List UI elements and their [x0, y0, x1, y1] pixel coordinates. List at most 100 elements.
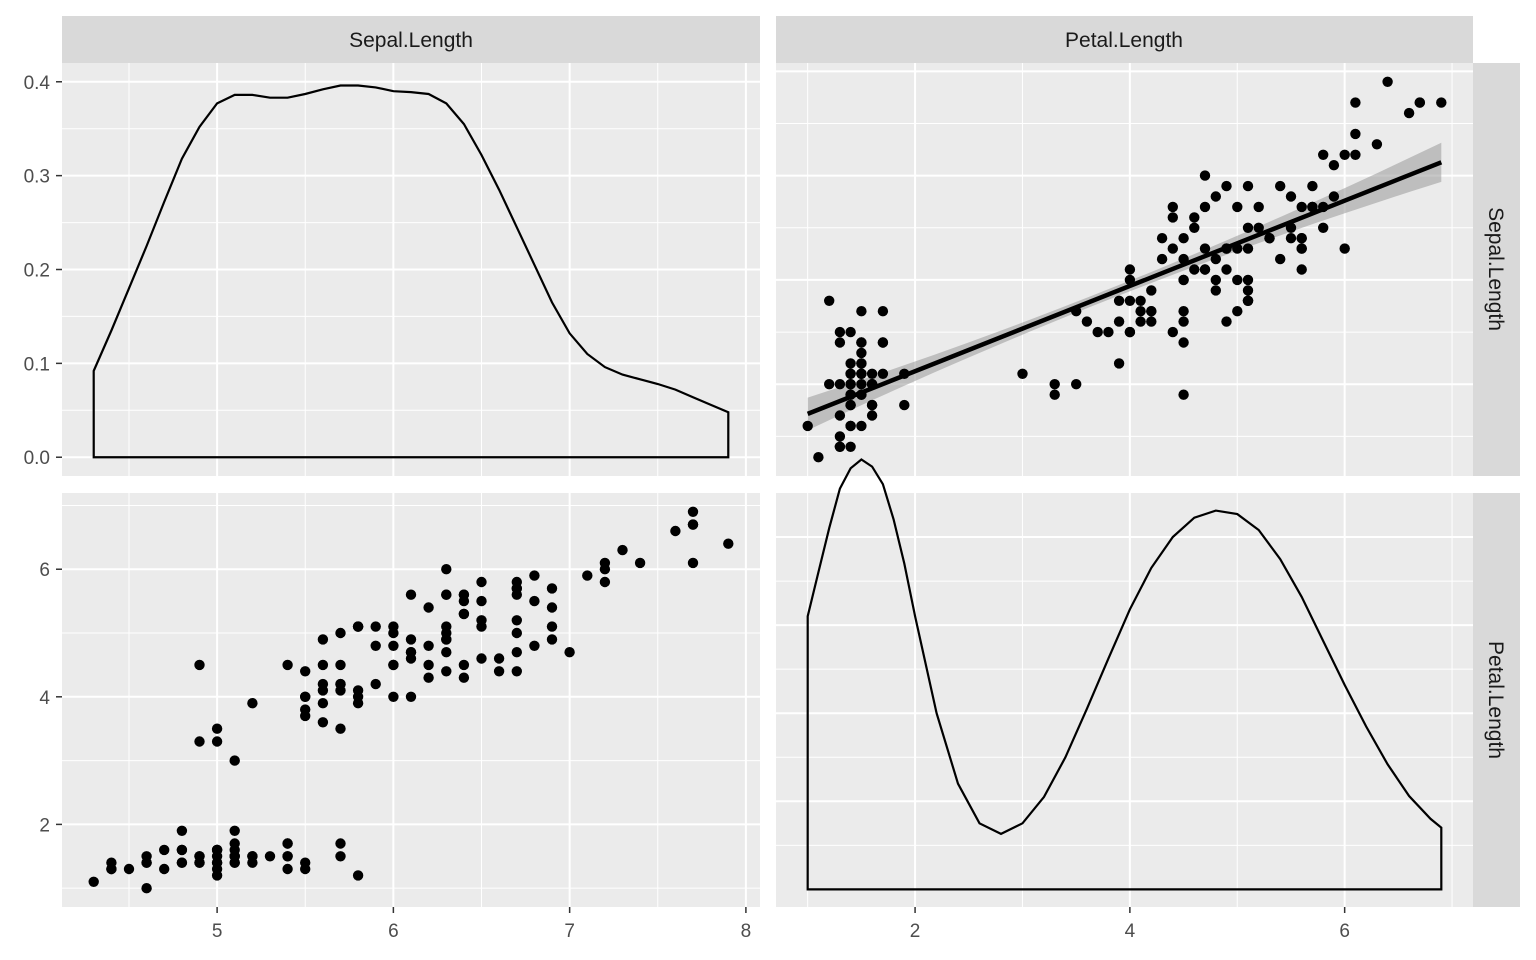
point-petal-vs-sepal	[834, 441, 846, 452]
point-petal-vs-sepal	[1242, 180, 1254, 192]
point-petal-vs-sepal	[845, 441, 856, 452]
strip-top-left	[62, 16, 760, 63]
point-petal-vs-sepal	[1178, 316, 1189, 327]
point-sepal-vs-petal	[617, 544, 628, 556]
point-sepal-vs-petal	[441, 564, 452, 575]
point-sepal-vs-petal	[194, 857, 205, 868]
x-tick-label: 5	[212, 921, 223, 942]
point-petal-vs-sepal	[1350, 149, 1361, 160]
point-petal-vs-sepal	[1081, 316, 1093, 327]
point-petal-vs-sepal	[1199, 243, 1211, 254]
point-sepal-vs-petal	[335, 627, 346, 639]
point-sepal-vs-petal	[335, 659, 346, 671]
point-sepal-vs-petal	[335, 685, 346, 696]
point-sepal-vs-petal	[529, 595, 540, 607]
lm-fit-line	[806, 160, 1443, 416]
point-petal-vs-sepal	[1275, 253, 1286, 265]
point-sepal-vs-petal	[441, 589, 452, 600]
point-sepal-vs-petal	[582, 570, 593, 581]
point-sepal-vs-petal	[211, 723, 223, 734]
point-sepal-vs-petal	[423, 672, 434, 683]
point-sepal-vs-petal	[194, 659, 205, 671]
point-petal-vs-sepal	[1328, 160, 1340, 171]
point-petal-vs-sepal	[1221, 264, 1232, 275]
chart-marks	[88, 76, 1447, 894]
point-petal-vs-sepal	[1242, 222, 1254, 233]
point-sepal-vs-petal	[511, 647, 522, 658]
point-sepal-vs-petal	[476, 615, 487, 626]
point-sepal-vs-petal	[88, 876, 99, 887]
panel-background-petal-petal	[776, 493, 1473, 907]
y-tick-label: 2	[39, 815, 50, 836]
point-sepal-vs-petal	[529, 570, 540, 581]
point-sepal-vs-petal	[229, 844, 240, 856]
grid-lines	[62, 63, 1473, 907]
point-petal-vs-sepal	[834, 410, 846, 421]
point-sepal-vs-petal	[441, 647, 452, 658]
point-sepal-vs-petal	[300, 863, 311, 875]
point-petal-vs-sepal	[1232, 274, 1243, 286]
point-sepal-vs-petal	[194, 736, 205, 747]
x-tick-label: 2	[910, 921, 921, 942]
point-petal-vs-sepal	[1221, 316, 1232, 327]
point-petal-vs-sepal	[1318, 149, 1329, 160]
point-petal-vs-sepal	[1221, 180, 1232, 192]
point-sepal-vs-petal	[423, 640, 434, 651]
point-petal-vs-sepal	[1189, 264, 1200, 275]
strip-label-right-bottom: Petal.Length	[1484, 641, 1507, 759]
point-petal-vs-sepal	[1371, 139, 1383, 150]
point-sepal-vs-petal	[599, 564, 611, 575]
point-sepal-vs-petal	[687, 506, 699, 517]
point-sepal-vs-petal	[388, 659, 399, 671]
point-petal-vs-sepal	[1167, 243, 1179, 254]
point-sepal-vs-petal	[405, 691, 417, 702]
point-sepal-vs-petal	[511, 666, 522, 677]
point-sepal-vs-petal	[388, 627, 399, 639]
point-petal-vs-sepal	[1275, 180, 1286, 192]
point-sepal-vs-petal	[317, 698, 329, 709]
point-petal-vs-sepal	[1156, 253, 1168, 265]
point-sepal-vs-petal	[335, 723, 346, 734]
point-petal-vs-sepal	[1253, 201, 1264, 213]
point-petal-vs-sepal	[834, 326, 846, 338]
point-petal-vs-sepal	[1210, 191, 1222, 202]
point-sepal-vs-petal	[352, 621, 364, 632]
point-petal-vs-sepal	[1189, 222, 1200, 233]
point-petal-vs-sepal	[1135, 295, 1146, 306]
panel-background-sepal-petal	[776, 63, 1473, 476]
point-sepal-vs-petal	[317, 659, 329, 671]
point-petal-vs-sepal	[856, 358, 867, 369]
point-petal-vs-sepal	[1146, 316, 1157, 327]
point-petal-vs-sepal	[1103, 326, 1114, 338]
point-petal-vs-sepal	[1296, 243, 1307, 254]
point-sepal-vs-petal	[264, 851, 276, 862]
point-petal-vs-sepal	[1146, 285, 1157, 296]
strip-label-right-top: Sepal.Length	[1484, 207, 1507, 331]
point-sepal-vs-petal	[388, 691, 399, 702]
point-petal-vs-sepal	[1146, 306, 1157, 317]
point-sepal-vs-petal	[123, 863, 135, 875]
point-petal-vs-sepal	[1167, 201, 1179, 213]
point-petal-vs-sepal	[1017, 368, 1028, 379]
point-sepal-vs-petal	[370, 621, 381, 632]
point-sepal-vs-petal	[599, 576, 611, 588]
point-sepal-vs-petal	[176, 857, 188, 868]
point-petal-vs-sepal	[1382, 76, 1393, 88]
point-petal-vs-sepal	[1178, 306, 1189, 317]
point-sepal-vs-petal	[493, 653, 505, 664]
point-petal-vs-sepal	[1124, 295, 1136, 306]
point-petal-vs-sepal	[1178, 274, 1189, 286]
point-petal-vs-sepal	[1178, 337, 1189, 348]
point-petal-vs-sepal	[1242, 285, 1254, 296]
point-sepal-vs-petal	[141, 883, 152, 894]
point-sepal-vs-petal	[493, 666, 505, 677]
point-sepal-vs-petal	[159, 844, 170, 856]
x-tick-label: 4	[1125, 921, 1136, 942]
point-sepal-vs-petal	[335, 838, 346, 849]
point-sepal-vs-petal	[546, 583, 558, 594]
point-petal-vs-sepal	[1210, 285, 1222, 296]
point-sepal-vs-petal	[458, 595, 470, 607]
point-petal-vs-sepal	[1113, 358, 1125, 369]
strip-label-top-right: Petal.Length	[1065, 29, 1183, 52]
